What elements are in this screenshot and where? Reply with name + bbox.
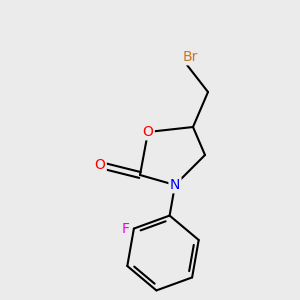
Text: O: O xyxy=(142,125,153,139)
Text: O: O xyxy=(94,158,105,172)
Text: N: N xyxy=(170,178,180,192)
Text: Br: Br xyxy=(182,50,198,64)
Text: F: F xyxy=(122,222,130,236)
